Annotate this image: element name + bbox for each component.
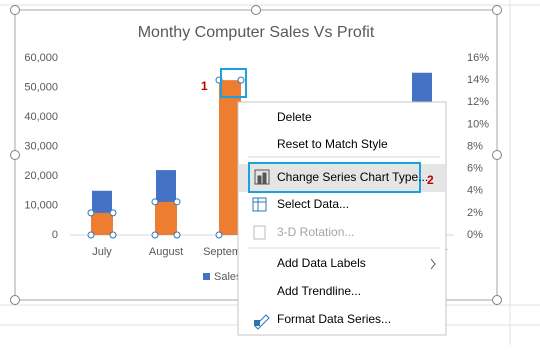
bar [155,201,177,235]
selection-handle [109,231,117,239]
selection-handle [237,76,245,84]
step-annotation: 2 [427,173,434,187]
selection-handle [87,231,95,239]
bar [91,212,113,235]
menu-item[interactable]: Delete [277,110,312,124]
selection-handle [109,209,117,217]
bar [219,80,241,235]
selection-handle [151,231,159,239]
y2-tick-label: 0% [467,229,483,241]
y-tick-label: 10,000 [24,199,58,211]
selection-handle [173,198,181,206]
y2-tick-label: 8% [467,140,483,152]
legend-swatch [203,273,210,280]
y-tick-label: 50,000 [24,81,58,93]
y2-tick-label: 4% [467,185,483,197]
menu-item[interactable]: Reset to Match Style [277,137,388,151]
y-tick-label: 40,000 [24,111,58,123]
y2-tick-label: 16% [467,52,489,64]
x-tick-label: July [92,246,112,258]
context-menu: Delete Reset to Match Style Change Serie… [237,101,447,336]
chart-title: Monthy Computer Sales Vs Profit [138,24,375,41]
y2-tick-label: 12% [467,96,489,108]
menu-highlight [239,164,445,192]
y2-tick-label: 14% [467,74,489,86]
menu-item[interactable]: Format Data Series... [277,312,391,326]
y-tick-label: 20,000 [24,170,58,182]
submenu-arrow [430,258,436,270]
x-tick-label: August [149,246,183,258]
selection-handle [87,209,95,217]
menu-item[interactable]: Select Data... [277,197,349,211]
y2-tick-label: 2% [467,207,483,219]
menu-item: 3-D Rotation... [277,225,354,239]
legend-label: Sales [214,271,242,283]
chart-handles [10,5,502,305]
menu-item[interactable]: Add Data Labels [277,256,366,270]
selection-handle [215,231,223,239]
step-annotation: 1 [201,79,208,93]
y2-tick-label: 10% [467,118,489,130]
y-tick-label: 0 [52,229,58,241]
y-tick-label: 60,000 [24,52,58,64]
highlight-box [248,162,421,193]
menu-item[interactable]: Change Series Chart Type... [277,170,428,184]
menu-icon [252,169,270,330]
menu-panel [237,101,447,336]
y-tick-label: 30,000 [24,140,58,152]
selection-handle [173,231,181,239]
y2-tick-label: 6% [467,163,483,175]
menu-item[interactable]: Add Trendline... [277,284,361,298]
selection-box [220,68,247,98]
selection-handle [151,198,159,206]
